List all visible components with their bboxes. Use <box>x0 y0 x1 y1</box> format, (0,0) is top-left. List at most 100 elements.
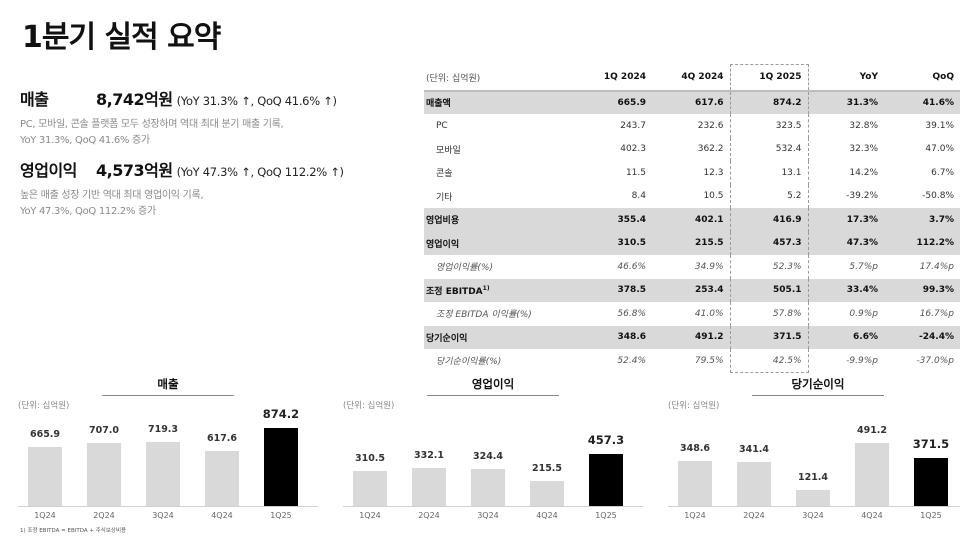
row-label-text: 기타 <box>436 192 453 203</box>
summary-panel: 매출 8,742억원 (YoY 31.3% ↑, QoQ 41.6% ↑) PC… <box>20 86 415 228</box>
x-axis-tick-label: 2Q24 <box>418 511 440 520</box>
summary-desc-line: 높은 매출 성장 기반 역대 최대 영업이익 기록, <box>20 190 204 201</box>
bar-group: 617.6 <box>205 414 239 507</box>
table-cell: 5.7%p <box>849 261 878 272</box>
table-cell: 47.3% <box>808 231 884 255</box>
table-cell: 243.7 <box>620 120 646 131</box>
bar-highlight <box>589 454 623 506</box>
table-cell: 253.4 <box>652 278 730 302</box>
table-cell: 99.3% <box>884 278 960 302</box>
x-axis-tick-label: 1Q25 <box>920 511 942 520</box>
row-label-text: 매출액 <box>426 99 451 110</box>
table-cell: 39.1% <box>925 120 954 131</box>
summary-change: (YoY 31.3% ↑, QoQ 41.6% ↑) <box>176 94 337 108</box>
x-axis-tick-label: 1Q24 <box>359 511 381 520</box>
row-label-text: 모바일 <box>436 145 461 156</box>
x-axis-tick-label: 2Q24 <box>93 511 115 520</box>
bar-group: 121.4 <box>796 414 830 507</box>
chart-title-underline <box>752 395 884 396</box>
table-cell: 10.5 <box>703 191 724 202</box>
x-axis-tick-label: 2Q24 <box>743 511 765 520</box>
row-label-text: 영업비용 <box>426 216 460 227</box>
financial-table: (단위: 십억원) 1Q 2024 4Q 2024 1Q 2025 YoY Qo… <box>424 64 960 373</box>
table-cell: 31.3% <box>808 89 884 114</box>
table-cell: -39.2% <box>846 191 878 202</box>
chart-unit-label: (단위: 십억원) <box>343 401 395 411</box>
bar-value-label: 707.0 <box>88 425 120 436</box>
bar-group: 874.2 <box>263 407 299 507</box>
bar-group: 457.3 <box>588 414 624 507</box>
chart-plot-area: 665.9 707.0 719.3 617.6 874.2 <box>18 407 318 507</box>
summary-desc-line: YoY 47.3%, QoQ 112.2% 증가 <box>20 206 156 217</box>
table-cell: 371.5 <box>729 325 809 349</box>
table-cell: 47.0% <box>925 144 954 155</box>
summary-revenue: 매출 8,742억원 (YoY 31.3% ↑, QoQ 41.6% ↑) PC… <box>20 86 415 149</box>
chart-operating-profit: 영업이익 (단위: 십억원) 1Q24 2Q24 3Q24 4Q24 1Q25 310.5 33… <box>343 374 643 524</box>
bar-group: 341.4 <box>737 414 771 507</box>
table-cell: 56.8% <box>617 308 646 319</box>
bar-group: 215.5 <box>530 414 564 507</box>
bar <box>205 451 239 506</box>
table-row: 콘솔 11.5 12.3 13.1 14.2% 6.7% <box>424 161 960 185</box>
table-cell: 3.7% <box>884 208 960 232</box>
table-cell: 617.6 <box>652 89 730 114</box>
bar-value-label: 491.2 <box>856 425 888 436</box>
footnote-marker: 1) <box>482 284 490 292</box>
table-cell: 5.2 <box>729 184 809 208</box>
row-label: 조정 EBITDA1) <box>424 278 574 302</box>
table-cell: 362.2 <box>697 144 724 155</box>
chart-net-income: 당기순이익 (단위: 십억원) 1Q24 2Q24 3Q24 4Q24 1Q25 348.6 3… <box>668 374 960 524</box>
bar-group: 332.1 <box>412 414 446 507</box>
chart-title-underline <box>427 395 559 396</box>
column-header: QoQ <box>932 72 955 82</box>
table-cell: 8.4 <box>631 191 646 202</box>
bar-value-label: 719.3 <box>147 424 179 435</box>
summary-desc-line: YoY 31.3%, QoQ 41.6% 증가 <box>20 135 150 146</box>
summary-description: 높은 매출 성장 기반 역대 최대 영업이익 기록, YoY 47.3%, Qo… <box>20 188 415 220</box>
table-cell: 16.7%p <box>919 308 954 319</box>
table-cell: 457.3 <box>729 231 809 255</box>
table-cell: 52.3% <box>729 255 809 279</box>
summary-label: 매출 <box>20 90 49 109</box>
x-axis-tick-label: 3Q24 <box>152 511 174 520</box>
footnote: 1) 조정 EBITDA = EBITDA + 주식보상비용 <box>20 528 127 534</box>
bar-value-label: 874.2 <box>262 407 300 421</box>
summary-desc-line: PC, 모바일, 콘솔 플랫폼 모두 성장하며 역대 최대 분기 매출 기록, <box>20 119 284 130</box>
chart-baseline <box>18 506 318 507</box>
row-label-text: 조정 EBITDA <box>426 286 483 297</box>
summary-description: PC, 모바일, 콘솔 플랫폼 모두 성장하며 역대 최대 분기 매출 기록, … <box>20 117 415 149</box>
bar <box>146 442 180 506</box>
x-axis-tick-label: 1Q24 <box>684 511 706 520</box>
chart-revenue: 매출 (단위: 십억원) 1Q24 2Q24 3Q24 4Q24 1Q25 665.9 707.… <box>18 374 318 524</box>
table-cell: 665.9 <box>574 89 652 114</box>
table-header-row: (단위: 십억원) 1Q 2024 4Q 2024 1Q 2025 YoY Qo… <box>424 64 960 91</box>
bar-group: 491.2 <box>855 414 889 507</box>
bar <box>353 471 387 506</box>
row-label: PC <box>424 114 574 138</box>
summary-operating-profit: 영업이익 4,573억원 (YoY 47.3% ↑, QoQ 112.2% ↑)… <box>20 157 415 220</box>
row-label: 영업비용 <box>424 208 574 232</box>
chart-baseline <box>668 506 960 507</box>
chart-title: 매출 <box>157 377 179 391</box>
bar-highlight <box>264 428 298 506</box>
bar-value-label: 324.4 <box>472 451 504 462</box>
bar-group: 665.9 <box>28 414 62 507</box>
table-row: 모바일 402.3 362.2 532.4 32.3% 47.0% <box>424 137 960 161</box>
chart-baseline <box>343 506 643 507</box>
table-cell: 355.4 <box>574 208 652 232</box>
table-row: 조정 EBITDA 이익률(%) 56.8% 41.0% 57.8% 0.9%p 16.7… <box>424 302 960 326</box>
bar <box>28 447 62 506</box>
page-title: 1분기 실적 요약 <box>22 20 221 55</box>
table-cell: 41.6% <box>884 89 960 114</box>
row-label-text: 콘솔 <box>436 169 453 180</box>
bar-group: 719.3 <box>146 414 180 507</box>
table-cell: 32.8% <box>849 120 878 131</box>
summary-label: 영업이익 <box>20 161 77 180</box>
bar-highlight <box>914 458 948 506</box>
table-row: 당기순이익 348.6 491.2 371.5 6.6% -24.4% <box>424 325 960 349</box>
table-cell: 52.4% <box>617 355 646 366</box>
row-label: 영업이익 <box>424 231 574 255</box>
bar-group: 310.5 <box>353 414 387 507</box>
bar-value-label: 121.4 <box>797 472 829 483</box>
table-cell: 12.3 <box>703 167 724 178</box>
